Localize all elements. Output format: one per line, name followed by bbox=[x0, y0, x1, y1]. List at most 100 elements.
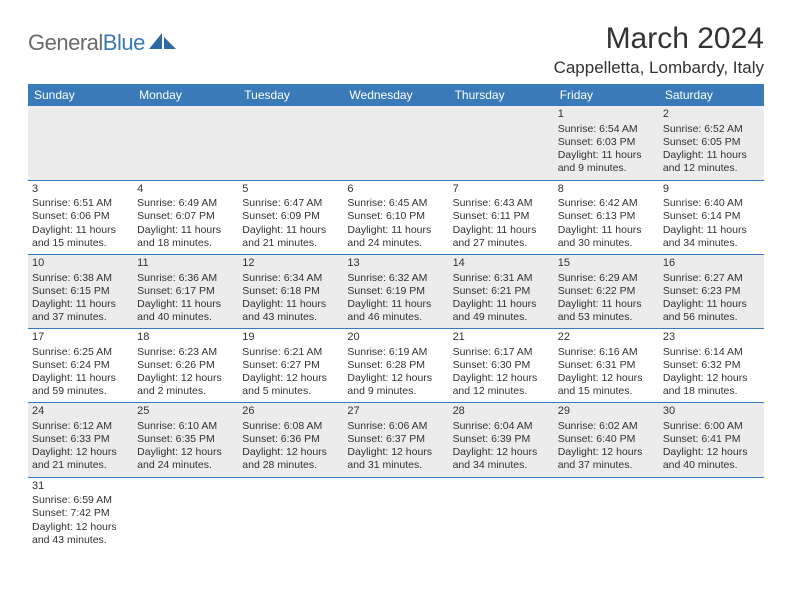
day-number: 7 bbox=[453, 183, 550, 197]
day-header: Monday bbox=[133, 84, 238, 106]
calendar-row: 1Sunrise: 6:54 AMSunset: 6:03 PMDaylight… bbox=[28, 106, 764, 180]
daylight-text: Daylight: 11 hours and 40 minutes. bbox=[137, 298, 234, 324]
daylight-text: Daylight: 11 hours and 9 minutes. bbox=[558, 149, 655, 175]
day-number: 24 bbox=[32, 405, 129, 419]
daylight-text: Daylight: 12 hours and 43 minutes. bbox=[32, 521, 129, 547]
daylight-text: Daylight: 11 hours and 46 minutes. bbox=[347, 298, 444, 324]
sunrise-text: Sunrise: 6:42 AM bbox=[558, 197, 655, 210]
daylight-text: Daylight: 11 hours and 18 minutes. bbox=[137, 224, 234, 250]
calendar-cell: 13Sunrise: 6:32 AMSunset: 6:19 PMDayligh… bbox=[343, 254, 448, 328]
calendar-cell: 16Sunrise: 6:27 AMSunset: 6:23 PMDayligh… bbox=[659, 254, 764, 328]
sunrise-text: Sunrise: 6:43 AM bbox=[453, 197, 550, 210]
calendar-cell: 20Sunrise: 6:19 AMSunset: 6:28 PMDayligh… bbox=[343, 329, 448, 403]
day-number: 10 bbox=[32, 257, 129, 271]
sunrise-text: Sunrise: 6:14 AM bbox=[663, 346, 760, 359]
sunrise-text: Sunrise: 6:40 AM bbox=[663, 197, 760, 210]
calendar-cell-empty bbox=[238, 106, 343, 180]
calendar-cell-empty bbox=[554, 477, 659, 551]
sunrise-text: Sunrise: 6:32 AM bbox=[347, 272, 444, 285]
sunrise-text: Sunrise: 6:52 AM bbox=[663, 123, 760, 136]
day-number: 3 bbox=[32, 183, 129, 197]
sunset-text: Sunset: 6:28 PM bbox=[347, 359, 444, 372]
daylight-text: Daylight: 11 hours and 12 minutes. bbox=[663, 149, 760, 175]
sunrise-text: Sunrise: 6:34 AM bbox=[242, 272, 339, 285]
sunrise-text: Sunrise: 6:21 AM bbox=[242, 346, 339, 359]
month-title: March 2024 bbox=[554, 22, 764, 56]
sunset-text: Sunset: 6:19 PM bbox=[347, 285, 444, 298]
daylight-text: Daylight: 12 hours and 21 minutes. bbox=[32, 446, 129, 472]
day-number: 15 bbox=[558, 257, 655, 271]
calendar-cell: 18Sunrise: 6:23 AMSunset: 6:26 PMDayligh… bbox=[133, 329, 238, 403]
day-number: 29 bbox=[558, 405, 655, 419]
calendar-cell-empty bbox=[133, 106, 238, 180]
brand-logo: GeneralBlue bbox=[28, 30, 177, 56]
daylight-text: Daylight: 12 hours and 5 minutes. bbox=[242, 372, 339, 398]
sunset-text: Sunset: 6:18 PM bbox=[242, 285, 339, 298]
logo-text-blue: Blue bbox=[103, 30, 145, 56]
sunset-text: Sunset: 6:23 PM bbox=[663, 285, 760, 298]
day-number: 12 bbox=[242, 257, 339, 271]
sunrise-text: Sunrise: 6:25 AM bbox=[32, 346, 129, 359]
day-number: 6 bbox=[347, 183, 444, 197]
day-header: Wednesday bbox=[343, 84, 448, 106]
sunset-text: Sunset: 6:40 PM bbox=[558, 433, 655, 446]
sunrise-text: Sunrise: 6:45 AM bbox=[347, 197, 444, 210]
sunset-text: Sunset: 6:27 PM bbox=[242, 359, 339, 372]
sunrise-text: Sunrise: 6:49 AM bbox=[137, 197, 234, 210]
daylight-text: Daylight: 12 hours and 34 minutes. bbox=[453, 446, 550, 472]
sunrise-text: Sunrise: 6:08 AM bbox=[242, 420, 339, 433]
sunset-text: Sunset: 6:32 PM bbox=[663, 359, 760, 372]
calendar-cell-empty bbox=[343, 106, 448, 180]
title-block: March 2024 Cappelletta, Lombardy, Italy bbox=[554, 22, 764, 78]
sunset-text: Sunset: 6:10 PM bbox=[347, 210, 444, 223]
daylight-text: Daylight: 12 hours and 24 minutes. bbox=[137, 446, 234, 472]
sunrise-text: Sunrise: 6:10 AM bbox=[137, 420, 234, 433]
calendar-cell: 24Sunrise: 6:12 AMSunset: 6:33 PMDayligh… bbox=[28, 403, 133, 477]
calendar-row: 3Sunrise: 6:51 AMSunset: 6:06 PMDaylight… bbox=[28, 180, 764, 254]
calendar-row: 17Sunrise: 6:25 AMSunset: 6:24 PMDayligh… bbox=[28, 329, 764, 403]
day-number: 5 bbox=[242, 183, 339, 197]
sunrise-text: Sunrise: 6:54 AM bbox=[558, 123, 655, 136]
sunrise-text: Sunrise: 6:23 AM bbox=[137, 346, 234, 359]
daylight-text: Daylight: 11 hours and 56 minutes. bbox=[663, 298, 760, 324]
logo-text-general: General bbox=[28, 30, 103, 56]
day-number: 25 bbox=[137, 405, 234, 419]
calendar-cell: 6Sunrise: 6:45 AMSunset: 6:10 PMDaylight… bbox=[343, 180, 448, 254]
calendar-cell: 19Sunrise: 6:21 AMSunset: 6:27 PMDayligh… bbox=[238, 329, 343, 403]
sunset-text: Sunset: 6:03 PM bbox=[558, 136, 655, 149]
day-number: 28 bbox=[453, 405, 550, 419]
sunrise-text: Sunrise: 6:00 AM bbox=[663, 420, 760, 433]
daylight-text: Daylight: 11 hours and 24 minutes. bbox=[347, 224, 444, 250]
daylight-text: Daylight: 12 hours and 2 minutes. bbox=[137, 372, 234, 398]
sunset-text: Sunset: 6:17 PM bbox=[137, 285, 234, 298]
sunset-text: Sunset: 6:26 PM bbox=[137, 359, 234, 372]
calendar-cell: 29Sunrise: 6:02 AMSunset: 6:40 PMDayligh… bbox=[554, 403, 659, 477]
calendar-cell: 12Sunrise: 6:34 AMSunset: 6:18 PMDayligh… bbox=[238, 254, 343, 328]
daylight-text: Daylight: 12 hours and 9 minutes. bbox=[347, 372, 444, 398]
daylight-text: Daylight: 11 hours and 30 minutes. bbox=[558, 224, 655, 250]
daylight-text: Daylight: 12 hours and 37 minutes. bbox=[558, 446, 655, 472]
sunset-text: Sunset: 6:15 PM bbox=[32, 285, 129, 298]
calendar-cell: 15Sunrise: 6:29 AMSunset: 6:22 PMDayligh… bbox=[554, 254, 659, 328]
daylight-text: Daylight: 11 hours and 49 minutes. bbox=[453, 298, 550, 324]
calendar-cell: 23Sunrise: 6:14 AMSunset: 6:32 PMDayligh… bbox=[659, 329, 764, 403]
sunset-text: Sunset: 6:13 PM bbox=[558, 210, 655, 223]
day-number: 23 bbox=[663, 331, 760, 345]
day-number: 27 bbox=[347, 405, 444, 419]
sunset-text: Sunset: 6:24 PM bbox=[32, 359, 129, 372]
daylight-text: Daylight: 12 hours and 31 minutes. bbox=[347, 446, 444, 472]
sunset-text: Sunset: 6:33 PM bbox=[32, 433, 129, 446]
day-number: 31 bbox=[32, 480, 129, 494]
calendar-cell: 10Sunrise: 6:38 AMSunset: 6:15 PMDayligh… bbox=[28, 254, 133, 328]
daylight-text: Daylight: 12 hours and 28 minutes. bbox=[242, 446, 339, 472]
daylight-text: Daylight: 11 hours and 15 minutes. bbox=[32, 224, 129, 250]
calendar-cell-empty bbox=[659, 477, 764, 551]
daylight-text: Daylight: 11 hours and 21 minutes. bbox=[242, 224, 339, 250]
sunset-text: Sunset: 6:36 PM bbox=[242, 433, 339, 446]
sunrise-text: Sunrise: 6:38 AM bbox=[32, 272, 129, 285]
calendar-row: 31Sunrise: 6:59 AMSunset: 7:42 PMDayligh… bbox=[28, 477, 764, 551]
daylight-text: Daylight: 12 hours and 12 minutes. bbox=[453, 372, 550, 398]
sunset-text: Sunset: 6:30 PM bbox=[453, 359, 550, 372]
calendar-cell: 28Sunrise: 6:04 AMSunset: 6:39 PMDayligh… bbox=[449, 403, 554, 477]
sunset-text: Sunset: 6:37 PM bbox=[347, 433, 444, 446]
